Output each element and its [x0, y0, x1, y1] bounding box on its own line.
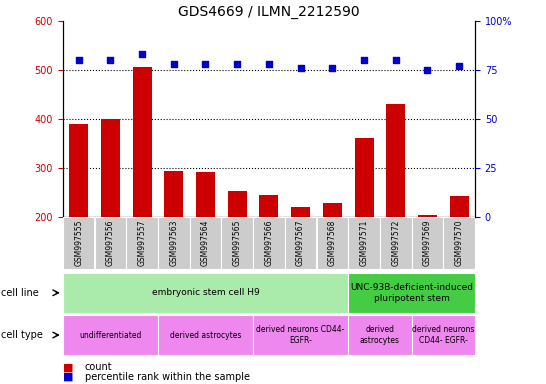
Text: cell line: cell line	[1, 288, 39, 298]
Text: GSM997571: GSM997571	[359, 220, 369, 266]
Text: GSM997566: GSM997566	[264, 220, 274, 266]
Text: GSM997569: GSM997569	[423, 220, 432, 266]
Text: derived neurons CD44-
EGFR-: derived neurons CD44- EGFR-	[257, 325, 345, 345]
Bar	[221, 217, 253, 269]
Bar	[133, 67, 152, 315]
Text: undifferentiated: undifferentiated	[79, 331, 141, 339]
Bar	[323, 203, 342, 315]
Text: embryonic stem cell H9: embryonic stem cell H9	[152, 288, 259, 297]
Point	[296, 65, 305, 71]
Bar	[69, 124, 88, 315]
Point	[138, 51, 146, 58]
Bar	[63, 315, 158, 355]
Point	[423, 67, 432, 73]
Title: GDS4669 / ILMN_2212590: GDS4669 / ILMN_2212590	[178, 5, 360, 19]
Bar	[253, 315, 348, 355]
Bar	[285, 217, 317, 269]
Bar	[412, 217, 443, 269]
Bar	[94, 217, 126, 269]
Text: UNC-93B-deficient-induced
pluripotent stem: UNC-93B-deficient-induced pluripotent st…	[350, 283, 473, 303]
Text: GSM997565: GSM997565	[233, 220, 242, 266]
Text: GSM997563: GSM997563	[169, 220, 179, 266]
Point	[233, 61, 241, 67]
Bar	[443, 217, 475, 269]
Bar	[63, 273, 348, 313]
Bar	[164, 171, 183, 315]
Bar	[189, 217, 221, 269]
Bar	[158, 315, 253, 355]
Text: GSM997556: GSM997556	[106, 220, 115, 266]
Bar	[158, 217, 189, 269]
Bar	[317, 217, 348, 269]
Bar	[348, 315, 412, 355]
Bar	[253, 217, 284, 269]
Text: GSM997557: GSM997557	[138, 220, 146, 266]
Bar	[418, 215, 437, 315]
Text: GSM997555: GSM997555	[74, 220, 83, 266]
Text: count: count	[85, 362, 112, 372]
Point	[169, 61, 178, 67]
Point	[106, 57, 115, 63]
Text: cell type: cell type	[1, 330, 43, 340]
Point	[360, 57, 369, 63]
Text: ■: ■	[63, 362, 73, 372]
Bar	[380, 217, 412, 269]
Point	[201, 61, 210, 67]
Bar	[348, 273, 475, 313]
Text: derived neurons
CD44- EGFR-: derived neurons CD44- EGFR-	[412, 325, 474, 345]
Point	[391, 57, 400, 63]
Bar	[348, 217, 380, 269]
Point	[264, 61, 273, 67]
Text: GSM997570: GSM997570	[455, 220, 464, 266]
Text: derived
astrocytes: derived astrocytes	[360, 325, 400, 345]
Bar	[228, 190, 247, 315]
Text: GSM997572: GSM997572	[391, 220, 400, 266]
Bar	[412, 315, 475, 355]
Point	[455, 63, 464, 69]
Bar	[196, 172, 215, 315]
Bar	[259, 195, 278, 315]
Bar	[354, 137, 373, 315]
Text: GSM997568: GSM997568	[328, 220, 337, 266]
Bar	[450, 196, 468, 315]
Text: derived astrocytes: derived astrocytes	[170, 331, 241, 339]
Text: GSM997567: GSM997567	[296, 220, 305, 266]
Bar	[101, 119, 120, 315]
Bar	[126, 217, 158, 269]
Text: percentile rank within the sample: percentile rank within the sample	[85, 372, 250, 382]
Point	[328, 65, 337, 71]
Point	[74, 57, 83, 63]
Bar	[386, 104, 405, 315]
Bar	[291, 207, 310, 315]
Text: GSM997564: GSM997564	[201, 220, 210, 266]
Bar	[63, 217, 94, 269]
Text: ■: ■	[63, 372, 73, 382]
